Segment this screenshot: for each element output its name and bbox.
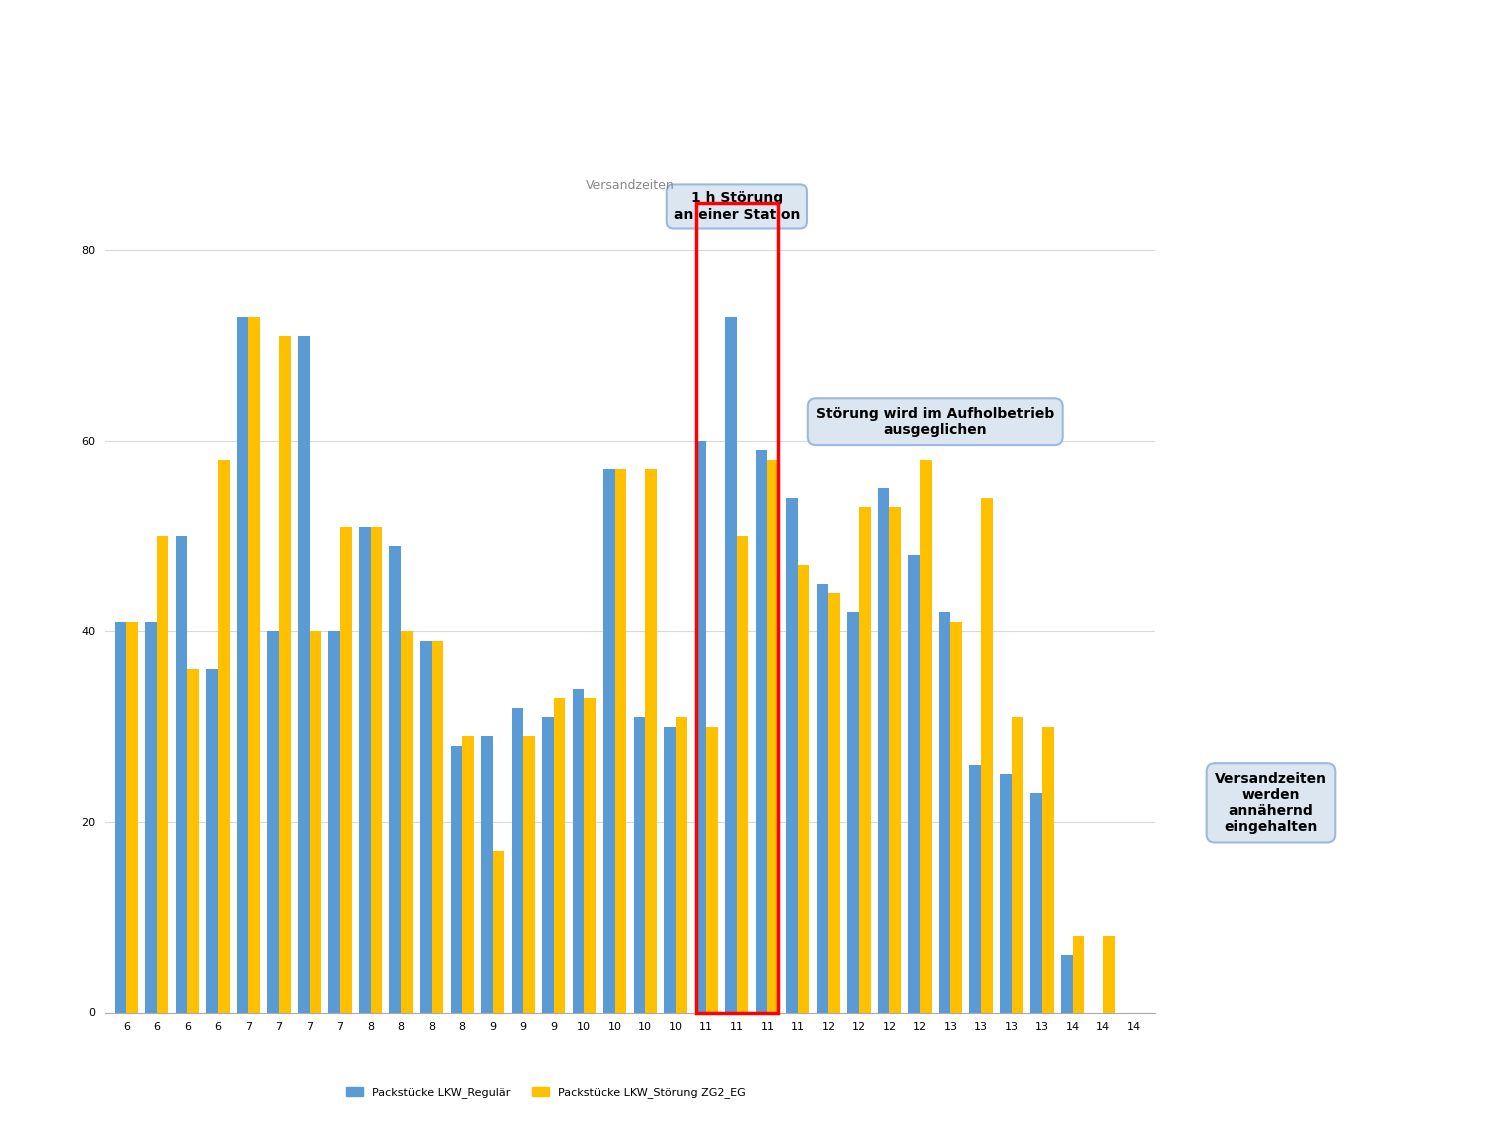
Bar [645, 469, 657, 1012]
Bar [1102, 936, 1114, 1013]
Bar [358, 526, 370, 1012]
Bar [615, 469, 627, 1012]
Bar [462, 736, 474, 1012]
Bar [237, 317, 249, 1012]
Bar [694, 441, 706, 1012]
Bar [432, 641, 442, 1012]
Bar [390, 546, 400, 1012]
Bar [279, 336, 291, 1012]
Bar [664, 727, 676, 1012]
Bar [370, 526, 382, 1012]
Bar [1042, 727, 1053, 1012]
Bar [176, 536, 188, 1012]
Bar [482, 736, 492, 1012]
Bar [786, 498, 798, 1012]
Bar [1000, 774, 1011, 1012]
Bar [116, 622, 126, 1012]
Bar [859, 507, 870, 1012]
Bar [768, 460, 778, 1012]
Text: Versandzeiten
werden
annähernd
eingehalten: Versandzeiten werden annähernd eingehalt… [1215, 772, 1328, 834]
Bar [1030, 793, 1042, 1012]
Bar [298, 336, 309, 1012]
Bar [847, 612, 859, 1012]
Bar [909, 555, 920, 1012]
Text: Störung wird im Aufholbetrieb
ausgeglichen: Störung wird im Aufholbetrieb ausgeglich… [816, 406, 1054, 436]
Bar [400, 631, 412, 1012]
Bar [573, 688, 584, 1012]
Bar [328, 631, 340, 1012]
Bar [603, 469, 615, 1012]
Bar [207, 669, 218, 1012]
Bar [724, 317, 736, 1012]
Bar [492, 850, 504, 1012]
Bar [756, 450, 768, 1012]
Bar [217, 460, 229, 1012]
Bar [158, 536, 168, 1012]
Bar [736, 536, 748, 1012]
Bar [542, 717, 554, 1012]
Bar [951, 622, 962, 1012]
Bar [309, 631, 321, 1012]
Bar [798, 565, 810, 1012]
Bar [554, 698, 566, 1012]
Legend: Packstücke LKW_Regulär, Packstücke LKW_Störung ZG2_EG: Packstücke LKW_Regulär, Packstücke LKW_S… [342, 1083, 750, 1102]
Bar [450, 746, 462, 1012]
Bar [1011, 717, 1023, 1012]
Bar [584, 698, 596, 1012]
Text: 1 h Störung
an einer Station: 1 h Störung an einer Station [674, 191, 800, 222]
Bar [146, 622, 158, 1012]
Bar [828, 593, 840, 1012]
Bar [1072, 936, 1084, 1013]
Bar [969, 765, 981, 1012]
Bar [890, 507, 902, 1012]
Bar [920, 460, 932, 1012]
Bar [696, 202, 777, 1012]
Title: Versandzeiten: Versandzeiten [585, 179, 675, 191]
Bar [267, 631, 279, 1012]
Bar [524, 736, 536, 1012]
Bar [512, 708, 524, 1012]
Bar [126, 622, 138, 1012]
Bar [939, 612, 951, 1012]
Bar [633, 717, 645, 1012]
Bar [706, 727, 718, 1012]
Bar [340, 526, 351, 1012]
Bar [878, 488, 890, 1012]
Bar [818, 584, 828, 1012]
Bar [1060, 955, 1072, 1012]
Bar [420, 641, 432, 1012]
Bar [188, 669, 200, 1012]
Bar [676, 717, 687, 1012]
Bar [249, 317, 259, 1012]
Bar [981, 498, 993, 1012]
